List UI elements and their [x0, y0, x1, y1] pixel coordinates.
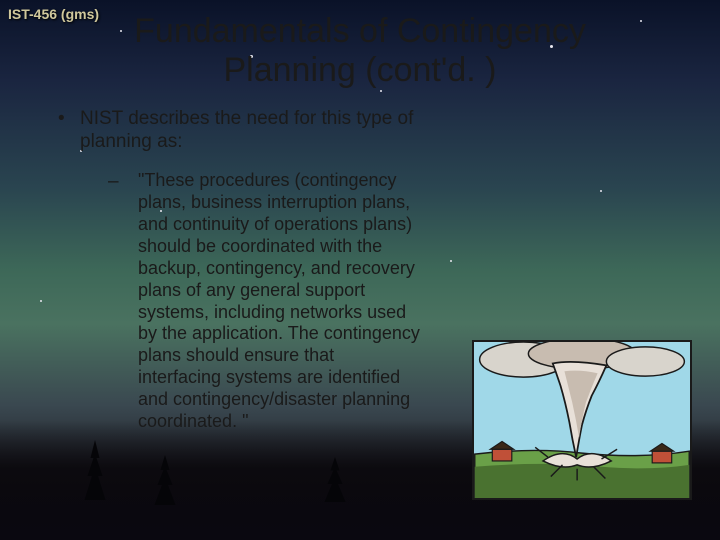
- sub-bullet-list: "These procedures (contingency plans, bu…: [80, 170, 420, 433]
- main-bullet-list: NIST describes the need for this type of…: [40, 108, 420, 433]
- bullet-sub-text: "These procedures (contingency plans, bu…: [138, 170, 420, 431]
- slide-title: Fundamentals of Contingency Planning (co…: [80, 12, 640, 90]
- bullet-main: NIST describes the need for this type of…: [58, 108, 420, 433]
- tornado-clipart: [472, 340, 692, 500]
- bullet-main-text: NIST describes the need for this type of…: [80, 108, 413, 152]
- bullet-sub: "These procedures (contingency plans, bu…: [108, 170, 420, 433]
